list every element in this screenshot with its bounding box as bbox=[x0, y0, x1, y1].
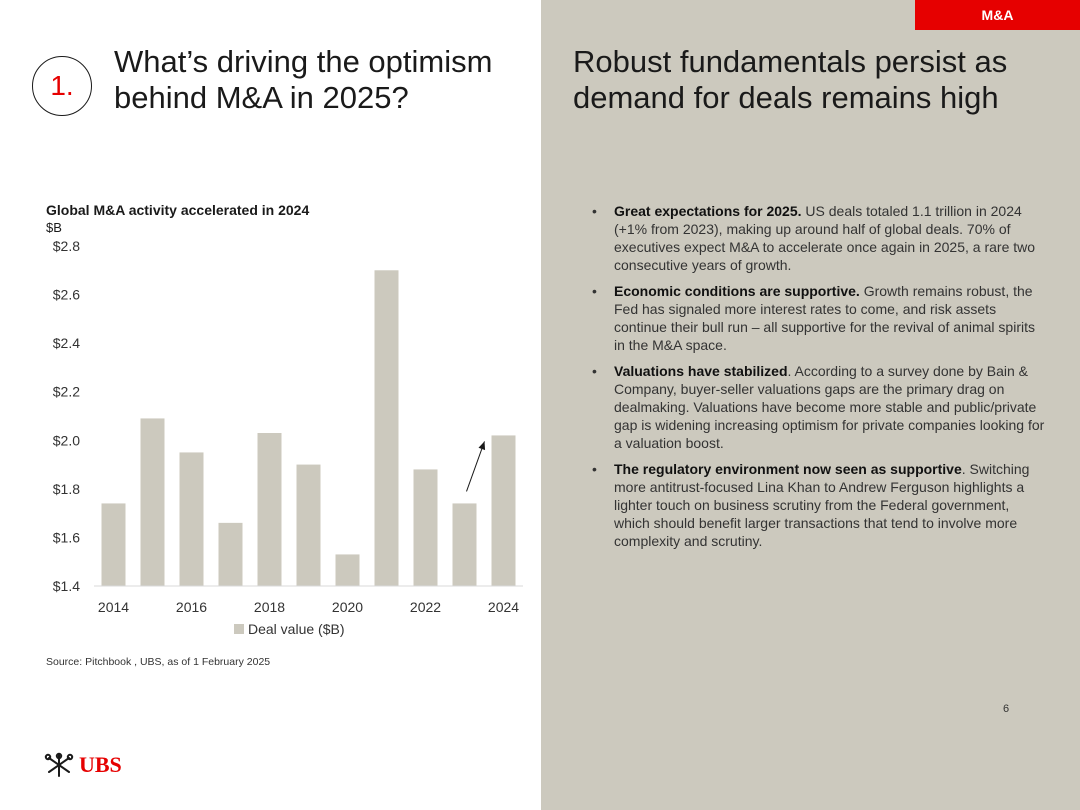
bullet-item: • The regulatory environment now seen as … bbox=[592, 460, 1047, 550]
bullet-dot-icon: • bbox=[592, 283, 597, 299]
bar-2016 bbox=[179, 452, 204, 586]
bullet-text: . According to a survey done by Bain & C… bbox=[614, 363, 1045, 451]
page-number: 6 bbox=[1003, 703, 1010, 715]
bullet-dot-icon: • bbox=[592, 203, 597, 219]
x-tick-label: 2014 bbox=[98, 599, 129, 615]
bullet-text: . Switching more antitrust-focused Lina … bbox=[614, 461, 1030, 549]
y-tick-label: $2.8 bbox=[53, 238, 80, 254]
bullet-text: US deals totaled 1.1 trillion in 2024 (+… bbox=[614, 203, 1036, 273]
trend-arrow-head-icon bbox=[478, 441, 486, 451]
bar-2018 bbox=[257, 433, 282, 586]
bar-2021 bbox=[374, 270, 399, 586]
y-tick-label: $2.4 bbox=[53, 335, 80, 351]
ubs-logo: UBS bbox=[44, 752, 122, 778]
bullet-dot-icon: • bbox=[592, 461, 597, 477]
bullet-item: • Great expectations for 2025. US deals t… bbox=[592, 202, 1047, 274]
bullet-dot-icon: • bbox=[592, 363, 597, 379]
bar-2023 bbox=[452, 503, 477, 586]
bullet-heading: Economic conditions are supportive. bbox=[614, 283, 860, 299]
x-tick-label: 2016 bbox=[176, 599, 207, 615]
y-tick-label: $2.6 bbox=[53, 287, 80, 303]
bar-2017 bbox=[218, 522, 243, 586]
section-number-badge: 1. bbox=[32, 56, 92, 116]
bullet-text: Growth remains robust, the Fed has signa… bbox=[614, 283, 1035, 353]
bar-2014 bbox=[101, 503, 126, 586]
x-tick-label: 2018 bbox=[254, 599, 285, 615]
keys-icon bbox=[44, 752, 74, 777]
y-tick-label: $2.0 bbox=[53, 432, 80, 448]
right-panel bbox=[541, 0, 1080, 810]
bullet-item: • Valuations have stabilized. According t… bbox=[592, 362, 1047, 452]
legend-swatch bbox=[234, 624, 244, 634]
x-tick-label: 2020 bbox=[332, 599, 363, 615]
y-tick-label: $2.2 bbox=[53, 384, 80, 400]
chart-unit-label: $B bbox=[46, 220, 62, 235]
y-tick-label: $1.4 bbox=[53, 578, 80, 594]
bar-2020 bbox=[335, 554, 360, 586]
bullet-heading: The regulatory environment now seen as s… bbox=[614, 461, 962, 477]
y-tick-label: $1.8 bbox=[53, 481, 80, 497]
bullet-heading: Great expectations for 2025. bbox=[614, 203, 802, 219]
bar-chart: $1.4 $1.6 $1.8 $2.0 $2.2 $2.4 $2.6 $2.8 2014 2016… bbox=[53, 238, 523, 637]
bullet-list: • Great expectations for 2025. US deals t… bbox=[592, 202, 1047, 558]
legend-label: Deal value ($B) bbox=[248, 621, 345, 637]
bullet-heading: Valuations have stabilized bbox=[614, 363, 788, 379]
logo-text: UBS bbox=[79, 752, 122, 777]
bar-2022 bbox=[413, 469, 438, 586]
bar-2024 bbox=[491, 435, 516, 586]
y-tick-label: $1.6 bbox=[53, 529, 80, 545]
chart-title: Global M&A activity accelerated in 2024 bbox=[46, 202, 310, 218]
source-note: Source: Pitchbook , UBS, as of 1 Februar… bbox=[46, 656, 271, 668]
bar-2015 bbox=[140, 418, 165, 586]
bullet-item: • Economic conditions are supportive. Gro… bbox=[592, 282, 1047, 354]
page-title: What’s driving the optimism behind M&A i… bbox=[114, 44, 493, 115]
x-tick-label: 2022 bbox=[410, 599, 441, 615]
x-tick-label: 2024 bbox=[488, 599, 519, 615]
trend-arrow-line bbox=[466, 441, 485, 492]
bar-2019 bbox=[296, 464, 321, 586]
section-tag: M&A bbox=[915, 0, 1080, 30]
panel-title: Robust fundamentals persist as demand fo… bbox=[573, 44, 1008, 115]
